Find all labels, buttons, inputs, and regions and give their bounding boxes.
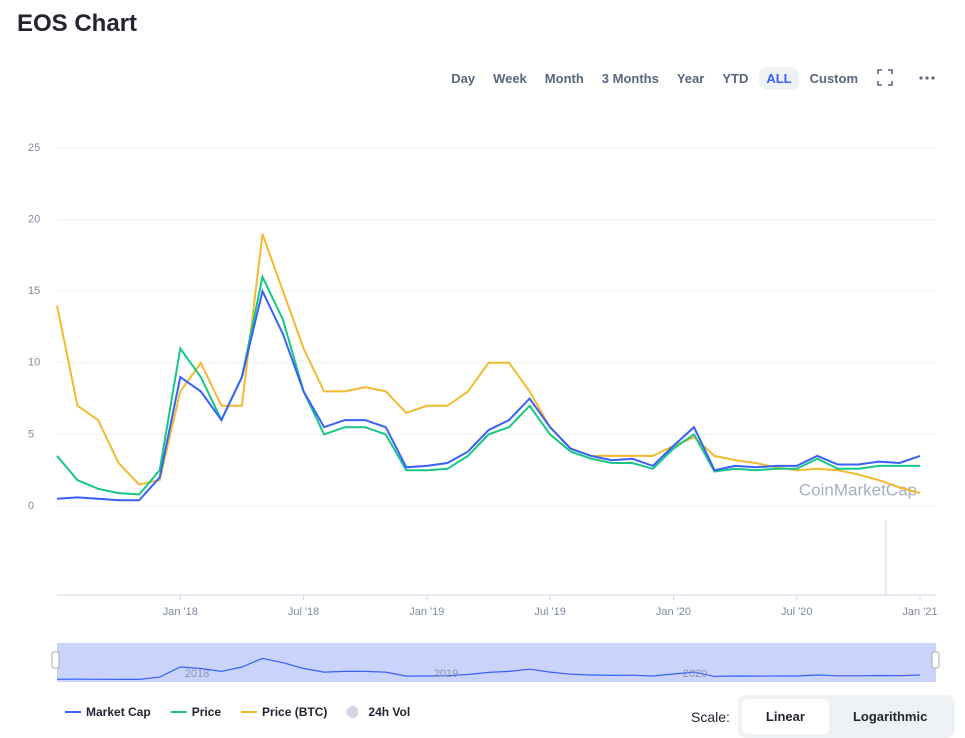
more-icon[interactable]: [919, 76, 935, 80]
navigator-line: [56, 657, 921, 680]
navigator-handle[interactable]: [51, 651, 60, 669]
x-tick-label: Jan '21: [902, 606, 937, 618]
legend-item[interactable]: Market Cap: [65, 705, 151, 719]
y-tick-label: 10: [28, 357, 40, 369]
legend-label: Price: [192, 705, 222, 719]
x-tick-label: Jul '18: [288, 606, 319, 618]
x-tick-label: Jan '18: [163, 606, 198, 618]
scale-toggle: Linear Logarithmic: [737, 695, 956, 738]
scale-label: Scale:: [691, 708, 730, 725]
y-tick-label: 5: [28, 428, 34, 440]
legend-swatch: [346, 706, 359, 718]
y-tick-label: 20: [28, 214, 40, 226]
series-line: [56, 233, 921, 495]
navigator-label: 2018: [185, 668, 209, 680]
range-buttons: Day Week Month 3 Months Year YTD ALL Custom: [444, 67, 865, 90]
scale-control: Scale: Linear Logarithmic: [691, 695, 956, 738]
legend-item[interactable]: Price: [170, 705, 222, 719]
x-tick-label: Jan '19: [409, 606, 444, 618]
navigator-handle[interactable]: [931, 651, 940, 669]
y-tick-label: 15: [28, 285, 40, 297]
x-tick-label: Jul '19: [534, 606, 565, 618]
watermark: CoinMarketCap: [799, 480, 917, 499]
navigator-label: 2020: [683, 668, 707, 680]
y-tick-label: 0: [28, 500, 34, 512]
y-tick-label: 25: [28, 142, 40, 154]
series-line: [56, 273, 920, 496]
range-button[interactable]: ALL: [759, 67, 799, 90]
series-line: [56, 288, 921, 502]
range-button[interactable]: Custom: [809, 71, 858, 86]
range-button[interactable]: 3 Months: [601, 71, 659, 86]
legend-label: 24h Vol: [368, 705, 410, 719]
x-tick-label: Jan '20: [656, 606, 691, 618]
range-button[interactable]: Year: [676, 71, 705, 86]
scale-option[interactable]: Logarithmic: [852, 709, 928, 724]
fullscreen-icon[interactable]: [877, 69, 893, 86]
navigator-label: 2019: [434, 668, 458, 680]
title: EOS Chart: [17, 10, 138, 37]
legend-label: Market Cap: [86, 705, 151, 719]
legend-item[interactable]: Price (BTC): [241, 705, 327, 719]
range-button[interactable]: YTD: [722, 71, 749, 86]
legend-item[interactable]: 24h Vol: [346, 705, 410, 719]
legend-label: Price (BTC): [262, 705, 327, 719]
scale-option[interactable]: Linear: [741, 699, 829, 734]
range-button[interactable]: Month: [544, 71, 584, 86]
x-tick-label: Jul '20: [781, 606, 812, 618]
range-button[interactable]: Day: [451, 71, 476, 86]
range-button[interactable]: Week: [493, 71, 527, 86]
